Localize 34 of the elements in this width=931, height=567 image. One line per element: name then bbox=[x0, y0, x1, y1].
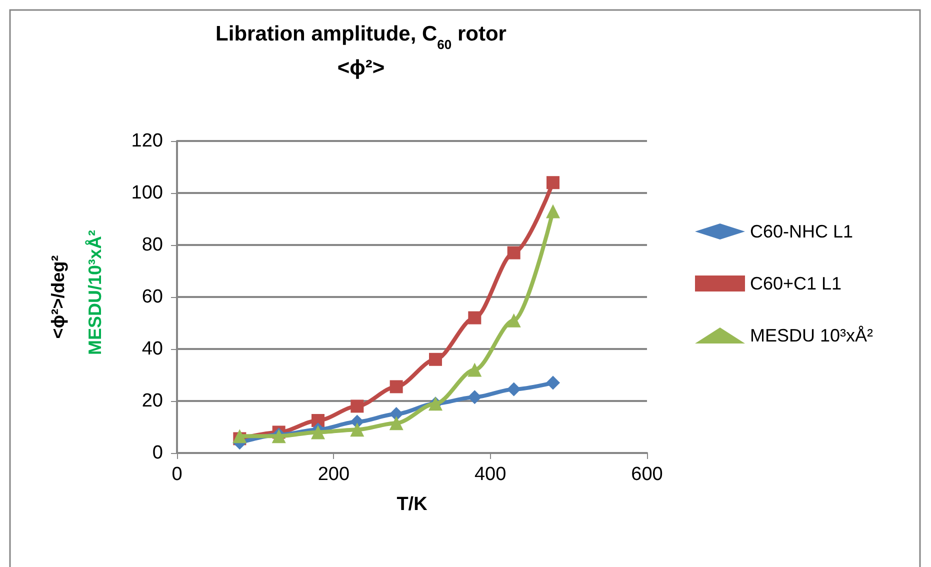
legend-label: MESDU 10³xÅ² bbox=[750, 326, 874, 346]
point bbox=[468, 362, 482, 377]
point bbox=[546, 376, 560, 390]
point bbox=[390, 380, 403, 394]
point bbox=[389, 407, 404, 421]
x-tick-label: 0 bbox=[172, 464, 182, 485]
y-tick-label: 0 bbox=[152, 442, 163, 464]
point bbox=[506, 382, 521, 396]
point bbox=[546, 204, 560, 218]
legend-label: C60+C1 L1 bbox=[750, 274, 842, 294]
point bbox=[350, 400, 364, 413]
point bbox=[506, 313, 521, 328]
x-tick-label: 200 bbox=[318, 464, 350, 485]
text: MESDU/10³xÅ² bbox=[85, 230, 105, 356]
point bbox=[429, 352, 442, 366]
point bbox=[546, 176, 560, 190]
point bbox=[507, 246, 520, 260]
point bbox=[350, 422, 364, 437]
x-tick-label: 600 bbox=[631, 464, 663, 485]
y-tick-label: 100 bbox=[131, 182, 163, 204]
y-axis-title: <ϕ²>/deg² bbox=[48, 255, 68, 339]
y-tick-label: 80 bbox=[142, 234, 163, 256]
point bbox=[311, 425, 325, 440]
point bbox=[389, 416, 404, 430]
y-tick-label: 40 bbox=[142, 338, 163, 360]
x-tick-label: 400 bbox=[474, 464, 506, 485]
x-axis-title: T/K bbox=[396, 494, 428, 515]
point bbox=[468, 311, 482, 324]
point bbox=[468, 390, 482, 404]
y-tick-label: 120 bbox=[131, 130, 163, 152]
legend-label: C60-NHC L1 bbox=[750, 222, 854, 242]
point bbox=[232, 429, 247, 444]
y-tick-label: 20 bbox=[142, 390, 163, 412]
y-tick-label: 60 bbox=[142, 286, 163, 308]
